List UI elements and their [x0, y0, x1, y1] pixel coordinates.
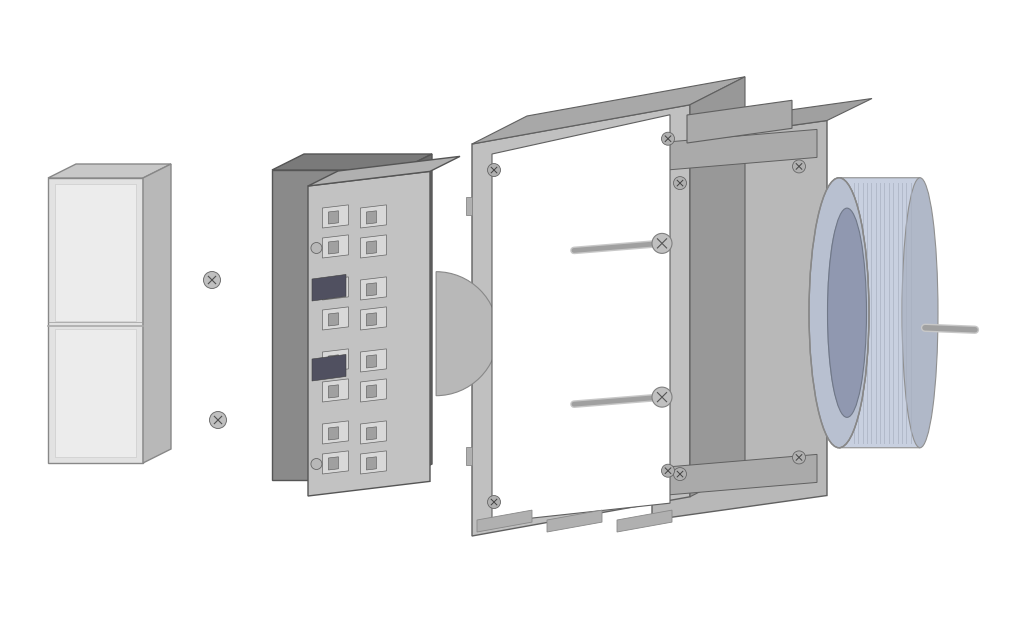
Polygon shape — [48, 178, 143, 463]
Circle shape — [674, 468, 686, 481]
Circle shape — [311, 459, 322, 470]
Polygon shape — [323, 307, 348, 330]
Polygon shape — [687, 100, 792, 143]
Circle shape — [662, 132, 675, 145]
Polygon shape — [312, 355, 346, 381]
Polygon shape — [690, 77, 745, 497]
Polygon shape — [55, 329, 136, 457]
Polygon shape — [329, 211, 339, 224]
Polygon shape — [360, 451, 386, 474]
Polygon shape — [323, 379, 348, 402]
Polygon shape — [329, 385, 339, 398]
Polygon shape — [547, 510, 602, 532]
Polygon shape — [143, 164, 171, 463]
Polygon shape — [466, 197, 472, 214]
Polygon shape — [466, 447, 472, 465]
Circle shape — [311, 242, 322, 253]
Polygon shape — [55, 184, 136, 321]
Polygon shape — [472, 77, 745, 144]
Circle shape — [793, 451, 806, 464]
Polygon shape — [367, 241, 377, 254]
Polygon shape — [323, 277, 348, 300]
Polygon shape — [323, 205, 348, 228]
Circle shape — [487, 496, 501, 509]
Polygon shape — [617, 510, 672, 532]
Ellipse shape — [827, 215, 860, 410]
Polygon shape — [272, 154, 432, 170]
Polygon shape — [652, 121, 827, 520]
Polygon shape — [367, 313, 377, 326]
Polygon shape — [367, 211, 377, 224]
Polygon shape — [323, 349, 348, 372]
Polygon shape — [308, 171, 430, 496]
Circle shape — [204, 271, 220, 289]
Polygon shape — [329, 241, 339, 254]
Polygon shape — [640, 415, 652, 438]
Polygon shape — [839, 178, 920, 448]
Polygon shape — [640, 206, 652, 227]
Circle shape — [674, 177, 686, 190]
Polygon shape — [329, 313, 339, 326]
Polygon shape — [48, 164, 171, 178]
Polygon shape — [360, 421, 386, 444]
Polygon shape — [329, 283, 339, 296]
Polygon shape — [360, 307, 386, 330]
Polygon shape — [667, 129, 817, 170]
Polygon shape — [472, 105, 690, 536]
Polygon shape — [367, 355, 377, 368]
Polygon shape — [323, 235, 348, 258]
Polygon shape — [360, 205, 386, 228]
Polygon shape — [360, 277, 386, 300]
Polygon shape — [367, 385, 377, 398]
Polygon shape — [360, 235, 386, 258]
Polygon shape — [367, 283, 377, 296]
Circle shape — [662, 464, 675, 477]
Polygon shape — [360, 349, 386, 372]
Polygon shape — [367, 427, 377, 440]
Polygon shape — [652, 98, 872, 145]
Polygon shape — [367, 457, 377, 470]
Circle shape — [210, 412, 226, 428]
Polygon shape — [400, 154, 432, 480]
Polygon shape — [308, 156, 460, 186]
Circle shape — [652, 387, 672, 407]
Circle shape — [487, 164, 501, 177]
Polygon shape — [492, 115, 670, 522]
Polygon shape — [323, 451, 348, 474]
Polygon shape — [360, 379, 386, 402]
Polygon shape — [477, 510, 532, 532]
Circle shape — [652, 234, 672, 253]
Polygon shape — [272, 170, 400, 480]
Wedge shape — [436, 272, 498, 396]
Polygon shape — [329, 457, 339, 470]
Ellipse shape — [827, 208, 866, 417]
Ellipse shape — [809, 178, 869, 448]
Ellipse shape — [902, 178, 938, 448]
Circle shape — [793, 160, 806, 173]
Polygon shape — [312, 274, 346, 301]
Polygon shape — [667, 454, 817, 495]
Polygon shape — [323, 421, 348, 444]
Polygon shape — [329, 427, 339, 440]
Polygon shape — [329, 355, 339, 368]
